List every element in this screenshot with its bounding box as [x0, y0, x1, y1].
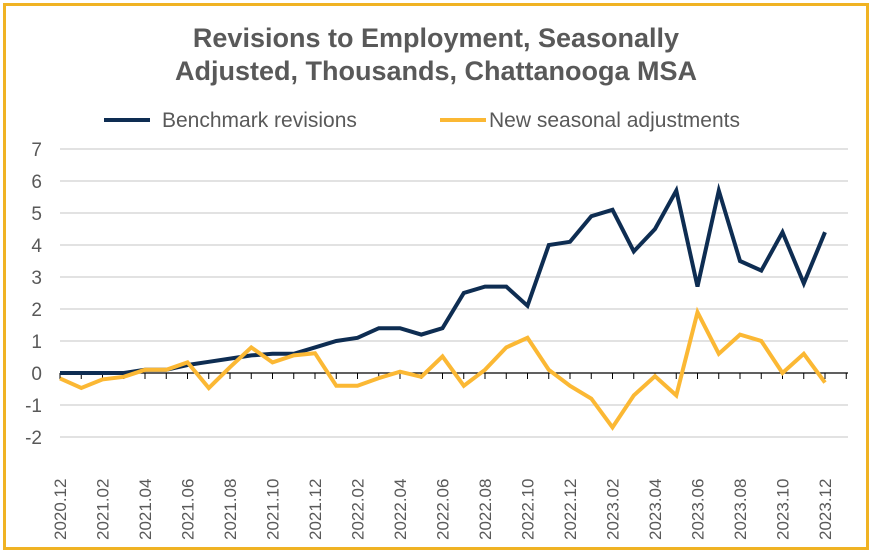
x-tick-label: 2022.12	[561, 479, 580, 540]
series-line-benchmark-revisions	[60, 182, 827, 375]
x-tick-label: 2021.10	[264, 479, 283, 540]
x-tick-label: 2022.08	[476, 479, 495, 540]
x-tick-label: 2022.02	[349, 479, 368, 540]
y-tick-label: 3	[31, 268, 42, 289]
x-tick-label: 2022.04	[391, 479, 410, 540]
x-tick-label: 2023.02	[604, 479, 623, 540]
chart-title-line-2: Adjusted, Thousands, Chattanooga MSA	[174, 56, 697, 86]
y-tick-label: 1	[31, 332, 42, 353]
x-tick-label: 2022.06	[434, 479, 453, 540]
x-tick-label: 2020.12	[51, 479, 70, 540]
legend-label: Benchmark revisions	[162, 109, 357, 132]
y-tick-label: -1	[25, 396, 42, 417]
x-tick-label: 2021.06	[179, 479, 198, 540]
x-tick-label: 2021.02	[94, 479, 113, 540]
y-tick-label: 7	[31, 140, 42, 161]
y-tick-label: 5	[31, 204, 42, 225]
x-tick-label: 2021.08	[221, 479, 240, 540]
x-tick-label: 2023.08	[731, 479, 750, 540]
chart-title: Revisions to Employment, Seasonally Adju…	[0, 22, 872, 88]
x-tick-label: 2023.10	[774, 479, 793, 540]
x-tick-label: 2023.12	[816, 479, 835, 540]
y-tick-label: 4	[31, 236, 42, 257]
y-tick-label: -2	[25, 428, 42, 449]
legend-label: New seasonal adjustments	[489, 109, 740, 132]
y-tick-label: 6	[31, 172, 42, 193]
x-tick-label: 2021.04	[136, 479, 155, 540]
x-tick-label: 2021.12	[306, 479, 325, 540]
x-tick-label: 2023.04	[646, 479, 665, 540]
y-tick-label: 0	[31, 364, 42, 385]
y-tick-label: 2	[31, 300, 42, 321]
chart-frame	[3, 3, 869, 550]
chart-title-line-1: Revisions to Employment, Seasonally	[192, 23, 680, 53]
x-tick-label: 2022.10	[519, 479, 538, 540]
x-tick-label: 2023.06	[689, 479, 708, 540]
